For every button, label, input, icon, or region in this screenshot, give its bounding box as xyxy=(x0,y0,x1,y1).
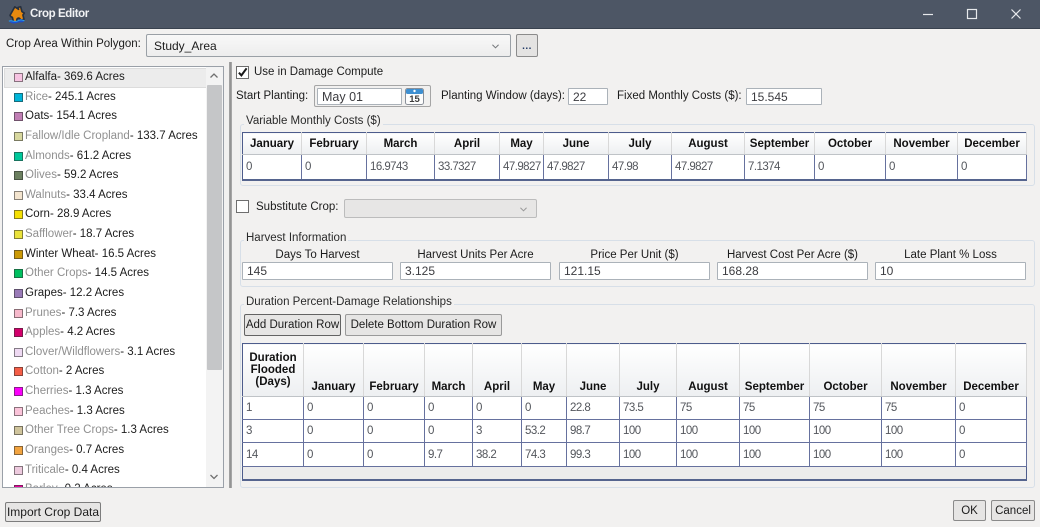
svg-text:15: 15 xyxy=(409,94,420,105)
